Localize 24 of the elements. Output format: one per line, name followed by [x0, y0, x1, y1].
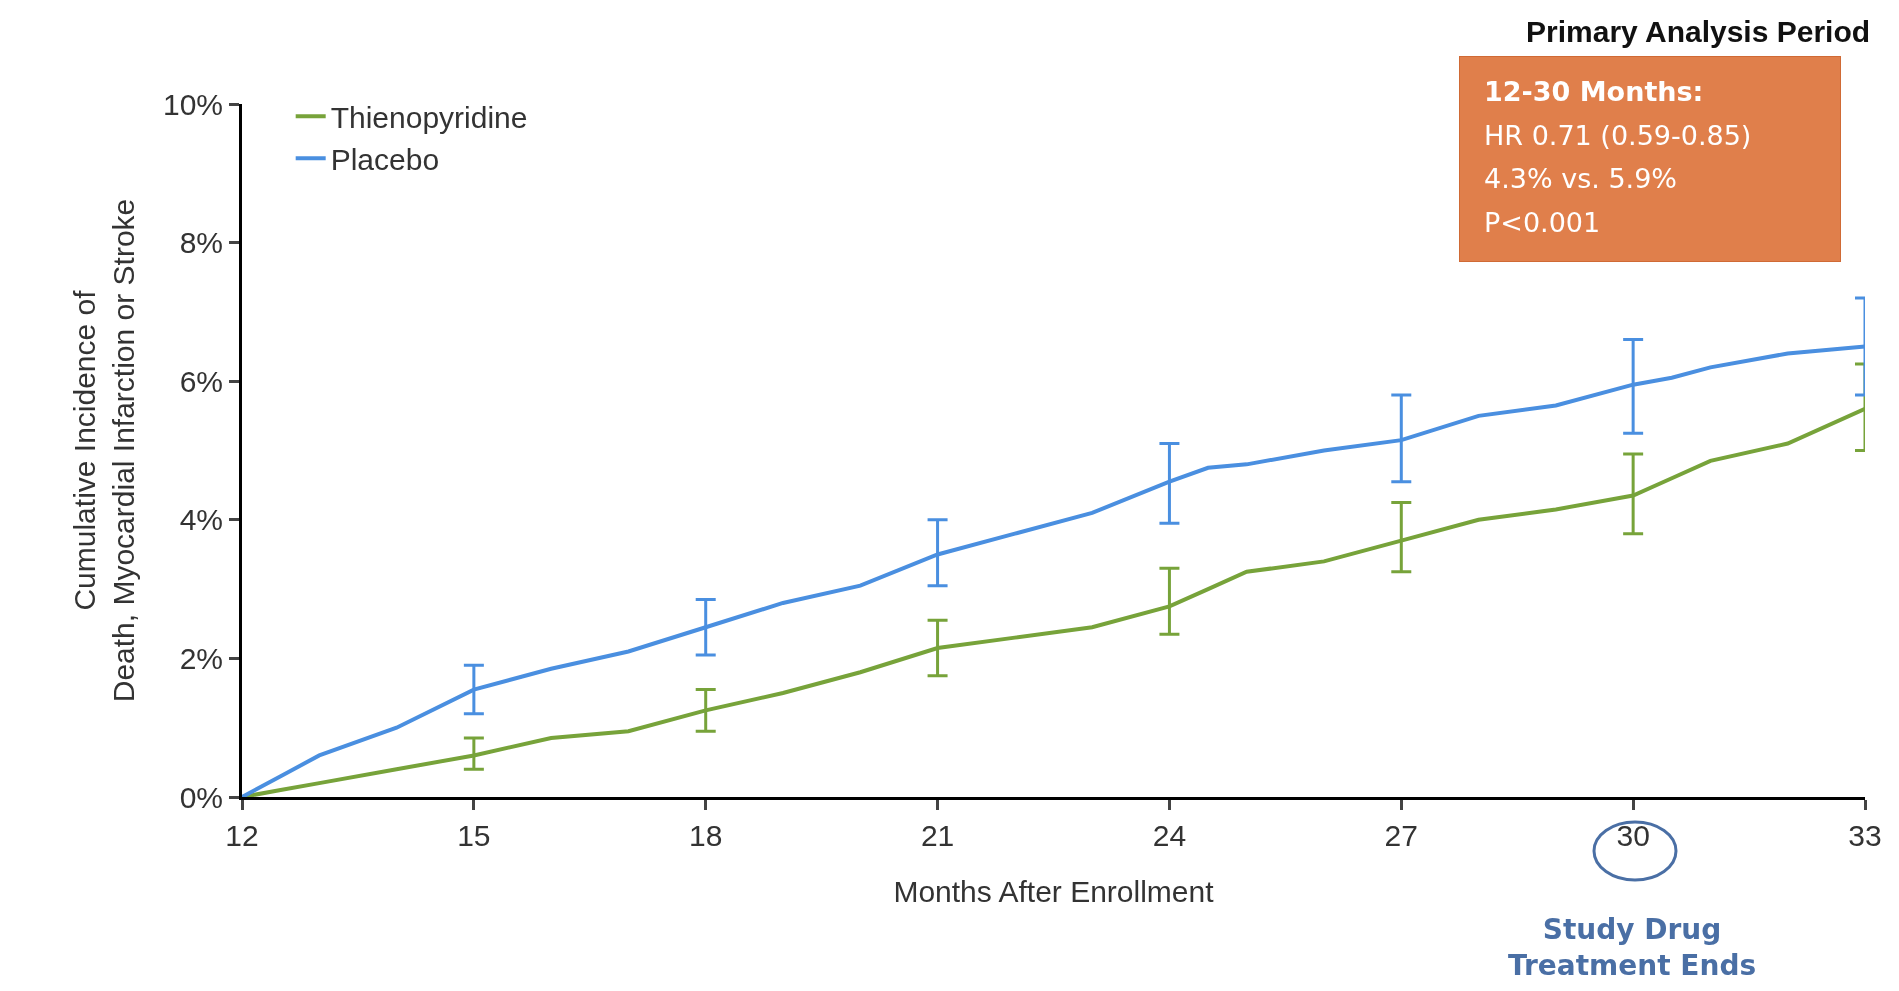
y-tick-label: 2%: [179, 641, 223, 675]
x-axis-title: Months After Enrollment: [893, 874, 1215, 908]
x-tick-label: 33: [1848, 819, 1882, 852]
y-tick-label: 0%: [179, 780, 223, 814]
y-axis-title: Cumulative Incidence of Death, Myocardial Infarction or Stroke: [67, 198, 140, 703]
x-tick-label: 21: [920, 819, 955, 852]
y-tick-label: 6%: [179, 364, 223, 398]
x-tick-label: 15: [457, 819, 491, 852]
x-tick-label: 30: [1616, 819, 1650, 852]
x-tick-label: 27: [1384, 819, 1418, 852]
legend-label: Placebo: [330, 142, 440, 176]
y-tick-label: 8%: [179, 226, 223, 260]
chart-title: Primary Analysis Period: [1526, 15, 1871, 48]
y-tick-label: 4%: [179, 503, 223, 537]
annotation: 4.3% vs. 5.9%: [1484, 163, 1677, 194]
x-tick-label: 24: [1152, 819, 1187, 852]
y-tick-label: 10%: [162, 87, 223, 121]
legend-label: Thienopyridine: [330, 100, 528, 134]
annotation: HR 0.71 (0.59-0.85): [1484, 120, 1752, 151]
x-tick-label: 18: [689, 819, 723, 852]
x-tick-label: 12: [225, 819, 259, 852]
text: Study Drug Treatment Ends: [1508, 913, 1757, 983]
annotation: P<0.001: [1484, 207, 1601, 238]
annotation: 12-30 Months:: [1484, 76, 1704, 107]
